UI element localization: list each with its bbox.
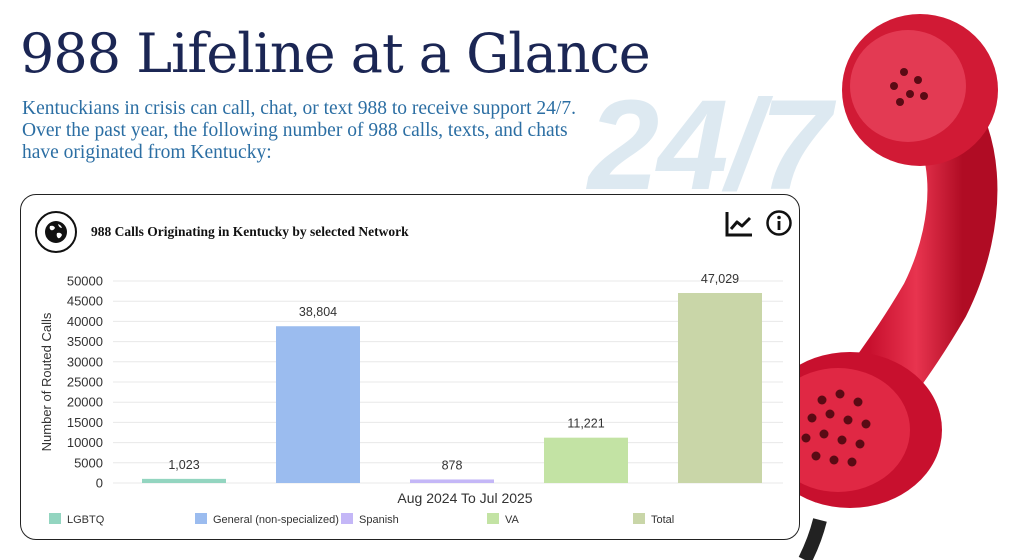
info-icon[interactable] <box>765 209 793 237</box>
y-tick-label: 5000 <box>74 455 103 470</box>
y-tick-label: 50000 <box>67 274 103 289</box>
bar-0 <box>142 478 226 483</box>
y-tick-label: 45000 <box>67 294 103 309</box>
bar-2 <box>410 479 494 483</box>
bar-1 <box>276 326 360 483</box>
legend-label: Spanish <box>359 514 399 526</box>
y-tick-label: 40000 <box>67 314 103 329</box>
page-title: 988 Lifeline at a Glance <box>20 22 651 85</box>
data-label: 38,804 <box>299 305 337 319</box>
legend-swatch <box>487 513 499 524</box>
legend-label: LGBTQ <box>67 514 105 526</box>
line-chart-icon[interactable] <box>724 209 754 239</box>
legend-swatch <box>49 513 61 524</box>
legend-label: General (non-specialized) <box>213 514 339 526</box>
bar-3 <box>544 437 628 483</box>
watermark-24-7: 24/7 <box>588 74 831 217</box>
legend-swatch <box>633 513 645 524</box>
legend-label: Total <box>651 514 674 526</box>
y-tick-label: 20000 <box>67 395 103 410</box>
bar-chart: 0 5000 10000 15000 20000 25000 30000 35000 40000… <box>39 272 783 526</box>
y-tick-label: 0 <box>96 476 103 491</box>
data-label: 1,023 <box>168 458 199 472</box>
telephone-handset-icon <box>760 14 998 560</box>
data-label: 47,029 <box>701 272 739 286</box>
legend-label: VA <box>505 514 520 526</box>
y-tick-label: 25000 <box>67 375 103 390</box>
x-axis-label: Aug 2024 To Jul 2025 <box>397 490 532 506</box>
legend-swatch <box>195 513 207 524</box>
y-tick-label: 15000 <box>67 415 103 430</box>
y-tick-label: 10000 <box>67 435 103 450</box>
globe-icon[interactable] <box>35 211 77 253</box>
data-label: 878 <box>442 458 463 472</box>
chart-title: 988 Calls Originating in Kentucky by sel… <box>91 224 409 239</box>
y-tick-label: 30000 <box>67 354 103 369</box>
y-tick-label: 35000 <box>67 334 103 349</box>
chart-card: 988 Calls Originating in Kentucky by sel… <box>20 194 800 540</box>
bar-4 <box>678 293 762 483</box>
y-axis-label: Number of Routed Calls <box>39 312 54 451</box>
data-label: 11,221 <box>567 417 604 431</box>
intro-text: Kentuckians in crisis can call, chat, or… <box>22 98 576 163</box>
legend-swatch <box>341 513 353 524</box>
